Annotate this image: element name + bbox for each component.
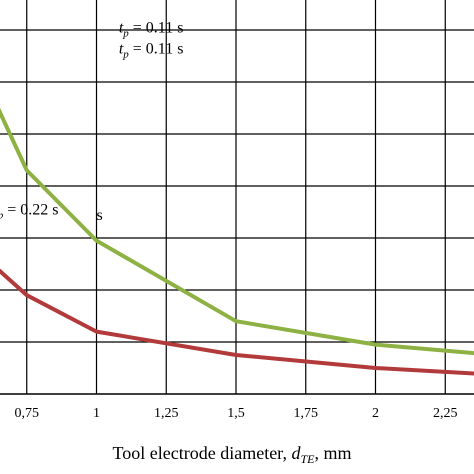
x-axis-title: Tool electrode diameter, dTE, mm (113, 443, 352, 466)
x-axis-title-subscript: TE (300, 452, 315, 466)
x-tick-label: 1,25 (154, 406, 179, 421)
annotation-label: tp = 0.22 s (0, 202, 58, 222)
chart-annotations: tp = 0.11 stp = 0.11 s tp = 0.22 s s (0, 20, 183, 224)
x-tick-label: 2 (372, 406, 379, 421)
x-tick-label: 1 (93, 406, 100, 421)
x-tick-label: 0,75 (15, 406, 40, 421)
x-tick-label: 2,25 (433, 406, 458, 421)
series-line-0 (0, 107, 474, 356)
x-axis-title-lead: Tool electrode diameter, (113, 443, 292, 463)
x-tick-label: 1,5 (227, 406, 245, 421)
x-axis-title-symbol: d (291, 443, 301, 463)
x-tick-label: 1,75 (294, 406, 319, 421)
chart-grid (0, 0, 474, 394)
chart-series (0, 107, 474, 376)
series-line-1 (0, 268, 474, 376)
annotation-label: tp = 0.11 s (119, 40, 184, 60)
annotation-label: s (97, 207, 103, 224)
x-axis-title-tail: , mm (314, 443, 351, 463)
annotation-label: tp = 0.11 s (119, 20, 184, 40)
